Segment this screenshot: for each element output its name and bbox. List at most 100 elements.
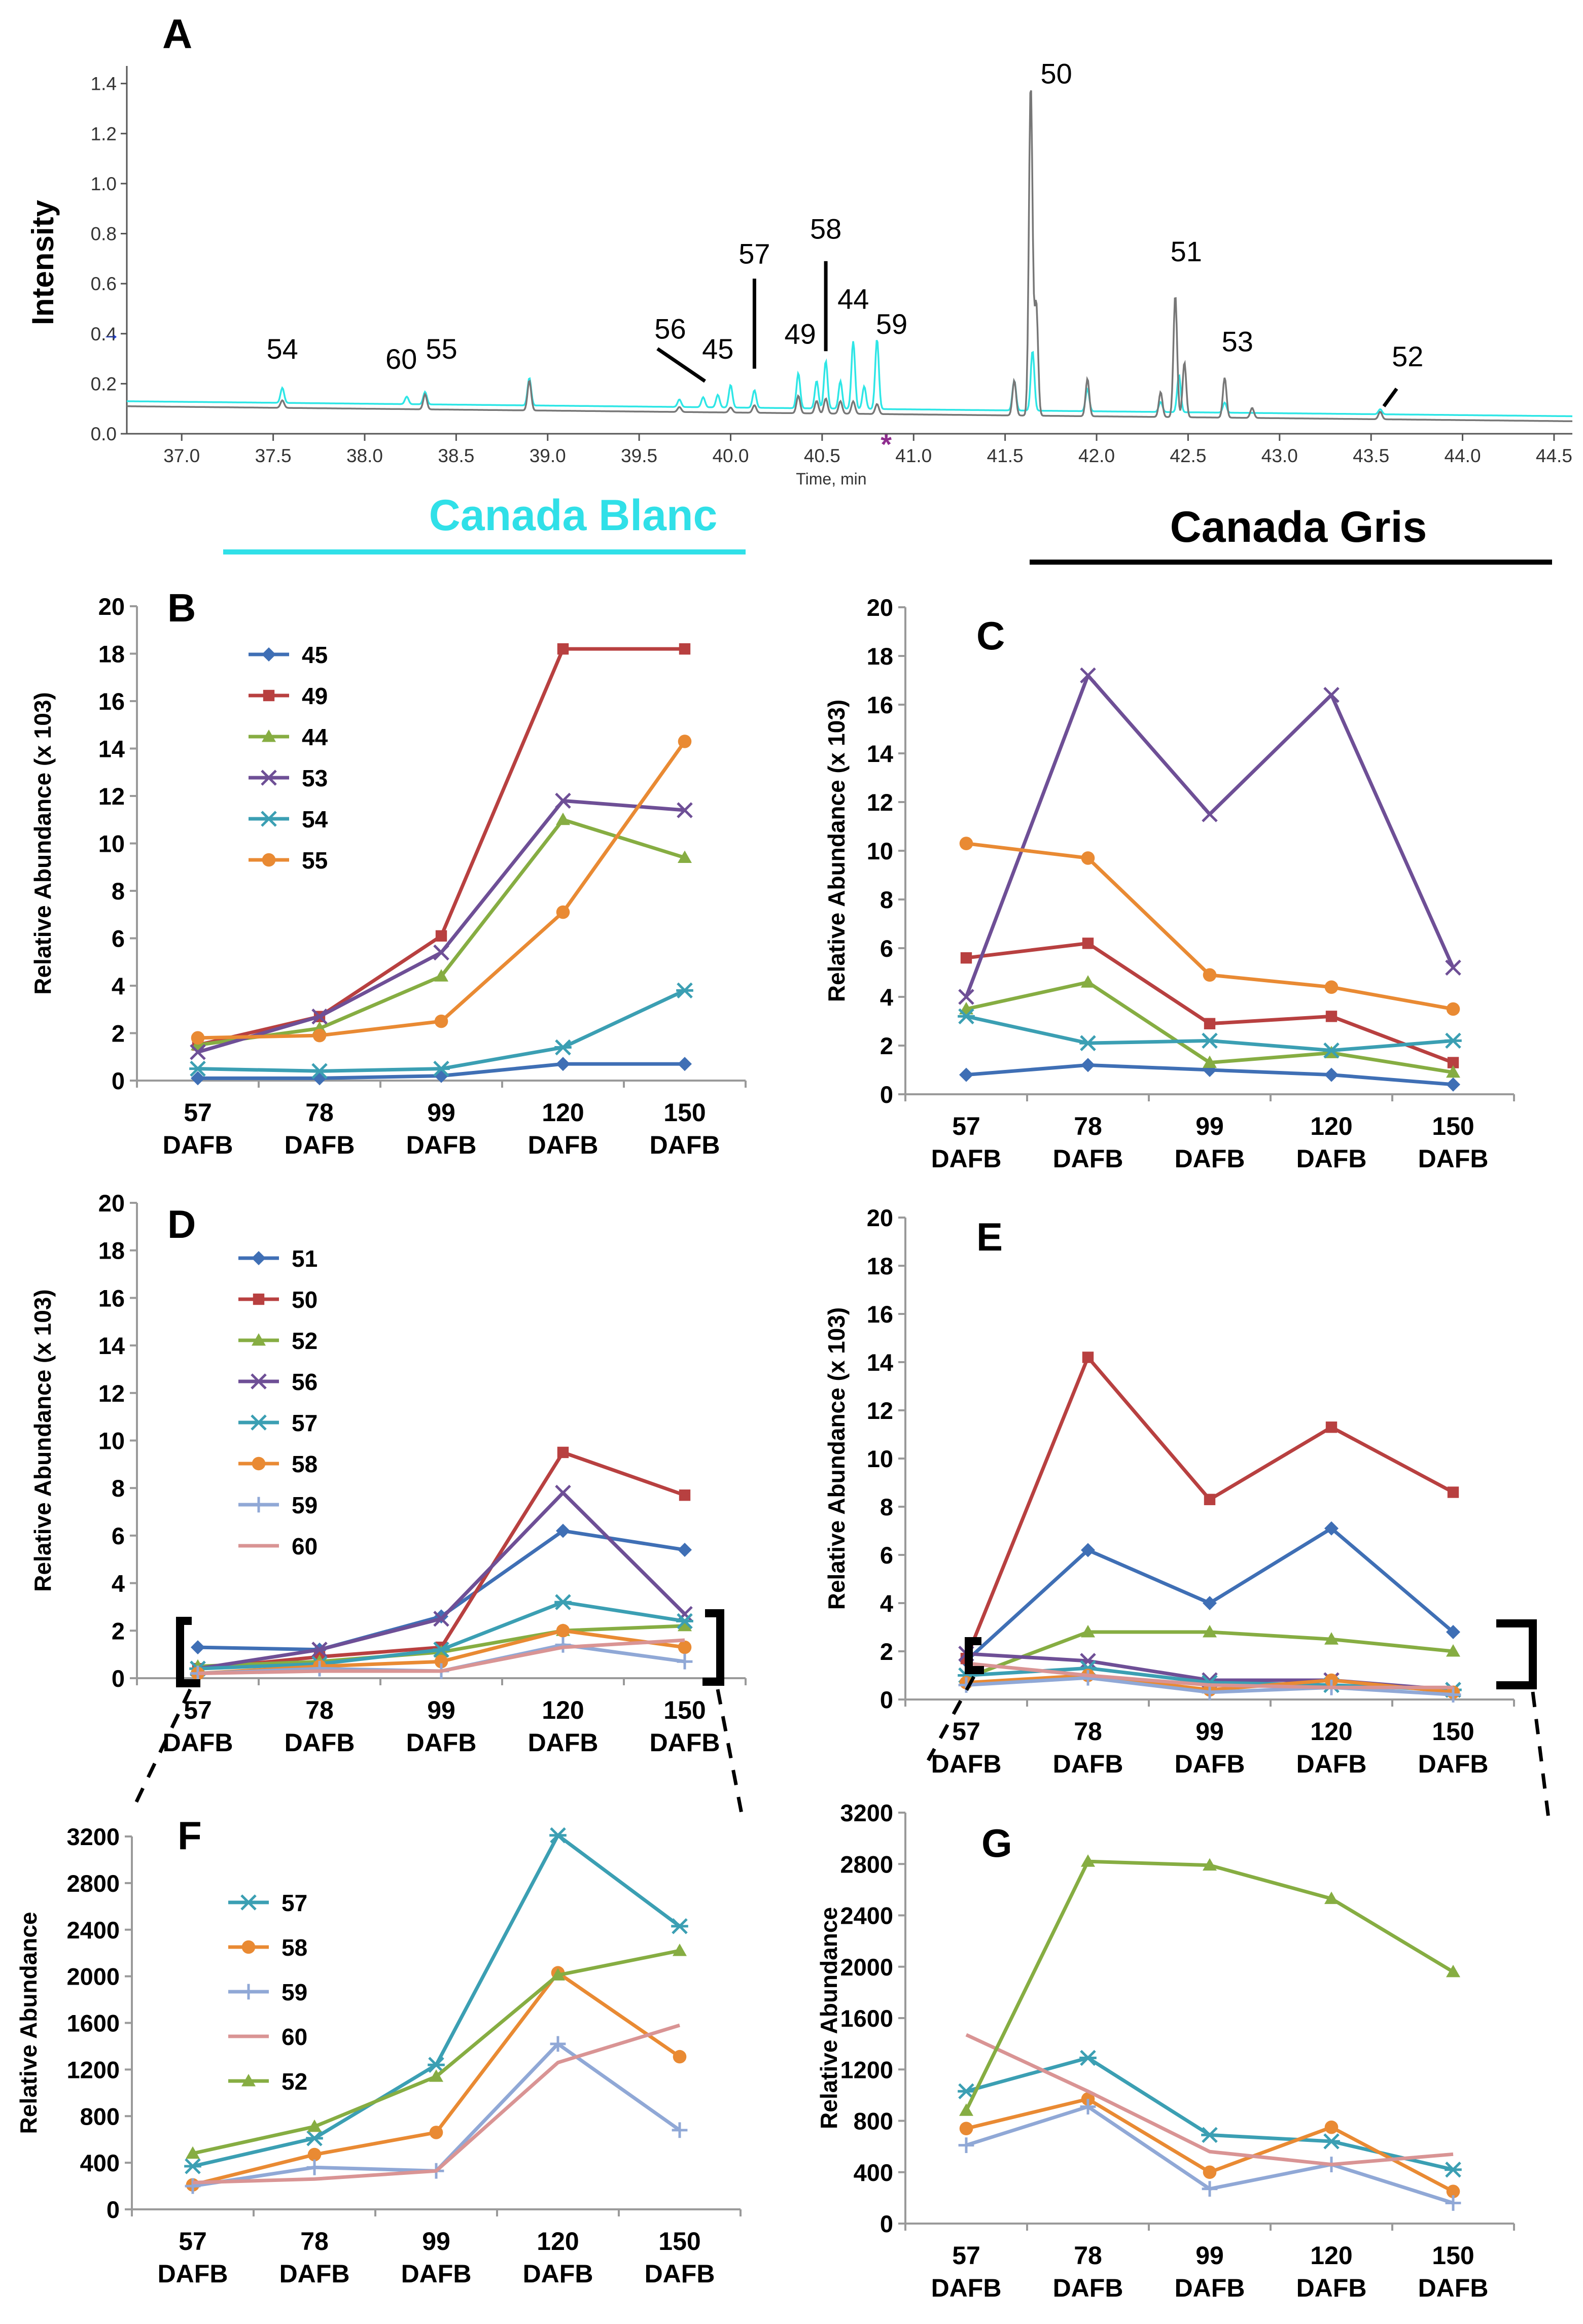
data-point-51 (678, 1543, 692, 1557)
x-tick-suffix: DAFB (285, 1728, 355, 1757)
panel-e-chart: 0 2 4 6 8 10 12 14 16 18 20 57 DAFB 78 DAFB 99 DAFB 120 DA… (823, 1204, 1515, 1778)
y-tick-label: 800 (854, 2108, 893, 2135)
legend-label-51: 51 (292, 1245, 318, 1272)
panel-label: G (981, 1821, 1012, 1865)
y-tick-label: 2 (112, 1020, 125, 1047)
x-tick-suffix: DAFB (158, 2260, 228, 2288)
x-tick-label: 57 (184, 1696, 212, 1724)
data-point-44 (1203, 1055, 1217, 1068)
x-tick-suffix: DAFB (1175, 1144, 1245, 1173)
data-point-53 (1080, 667, 1096, 684)
data-point-44 (434, 969, 448, 982)
bracket-left-d (176, 1617, 200, 1687)
x-tick-label: 120 (542, 1696, 584, 1724)
data-point-57 (1445, 2161, 1462, 2178)
legend-label-57: 57 (282, 1890, 307, 1916)
data-point-59 (1445, 2195, 1461, 2211)
data-point-55 (1446, 1002, 1460, 1016)
legend-marker-55 (262, 853, 276, 867)
y-axis-label: Relative Abundance (x 103) (29, 692, 56, 995)
x-tick-label: 57 (952, 1112, 980, 1140)
x-tick-suffix: DAFB (163, 1131, 233, 1159)
y-tick-label: 10 (98, 830, 125, 857)
legend-marker-45 (262, 647, 276, 662)
x-tick-label: 78 (305, 1696, 334, 1724)
peak-label-58: 58 (810, 213, 841, 245)
series-line-60 (965, 2033, 1454, 2167)
x-tick-label: 57 (952, 2241, 980, 2270)
data-point-59 (1202, 2181, 1218, 2197)
x-tick-label: 40.0 (712, 445, 749, 466)
x-tick-label: 99 (427, 1696, 455, 1724)
data-point-50 (1447, 1486, 1459, 1498)
data-point-55 (556, 905, 570, 919)
data-point-53 (190, 1044, 206, 1060)
legend-marker-49 (263, 689, 275, 702)
data-point-55 (1203, 968, 1217, 982)
data-point-49 (1325, 1011, 1338, 1022)
y-tick-label: 1.0 (91, 174, 117, 194)
x-tick-label: 99 (422, 2227, 450, 2256)
data-point-57 (676, 1613, 693, 1629)
legend-label-60: 60 (282, 2024, 307, 2050)
data-point-51 (191, 1640, 205, 1655)
y-tick-label: 18 (867, 1253, 893, 1279)
peak-label-50: 50 (1041, 58, 1072, 90)
data-point-56 (1080, 1653, 1096, 1669)
data-point-59 (958, 2137, 974, 2153)
x-tick-label: 37.0 (163, 445, 200, 466)
data-point-54 (958, 1008, 975, 1025)
bracket-left-e (965, 1637, 984, 1674)
data-point-44 (678, 850, 692, 863)
data-point-57 (554, 1594, 572, 1610)
data-point-58 (1324, 2120, 1339, 2134)
y-tick-label: 6 (112, 1522, 125, 1549)
x-tick-suffix: DAFB (650, 1131, 720, 1159)
y-tick-label: 10 (98, 1428, 125, 1454)
data-point-52 (1081, 1625, 1095, 1638)
legend-marker-44 (262, 730, 276, 742)
data-point-50 (557, 1446, 569, 1459)
data-point-49 (557, 643, 569, 655)
x-tick-label: 42.0 (1078, 445, 1115, 466)
legend-label-59: 59 (292, 1492, 318, 1518)
data-point-59 (306, 2159, 323, 2175)
data-point-49 (1204, 1018, 1216, 1029)
data-point-54 (1079, 1035, 1097, 1051)
bracket-right-d (702, 1609, 724, 1686)
y-tick-label: 4 (880, 984, 893, 1011)
y-tick-label: 2400 (840, 1902, 893, 1929)
data-point-59 (958, 1677, 974, 1693)
panel-label: B (167, 585, 196, 630)
panel-label: A (162, 11, 192, 57)
data-point-52 (673, 1944, 687, 1956)
y-tick-label: 3200 (66, 1823, 120, 1850)
data-point-53 (555, 792, 571, 809)
data-point-51 (1081, 1543, 1095, 1557)
y-tick-label: 3200 (840, 1799, 893, 1826)
y-tick-label: 1600 (66, 2010, 120, 2037)
y-tick-label: 8 (880, 1494, 893, 1520)
data-point-57 (306, 2130, 323, 2146)
legend-marker-58 (241, 1940, 256, 1954)
legend-marker-57 (240, 1894, 257, 1911)
x-tick-suffix: DAFB (931, 1144, 1002, 1173)
panel-label: C (976, 613, 1005, 658)
data-point-57 (433, 1642, 450, 1658)
x-tick-label: 43.5 (1353, 445, 1389, 466)
data-point-54 (311, 1063, 328, 1080)
data-point-56 (555, 1484, 571, 1501)
y-axis-label: Intensity (26, 200, 60, 325)
data-point-55 (959, 837, 973, 850)
x-tick-label: 99 (1195, 1717, 1224, 1746)
data-point-49 (1082, 938, 1094, 949)
legend-label-58: 58 (292, 1451, 318, 1477)
data-point-54 (1323, 1042, 1340, 1059)
y-axis-label: Relative Abundance (x 103) (29, 1289, 56, 1592)
x-tick-suffix: DAFB (1053, 2274, 1123, 2302)
x-tick-suffix: DAFB (1418, 2274, 1489, 2302)
data-point-58 (673, 2050, 687, 2064)
data-point-59 (672, 2122, 688, 2138)
y-tick-label: 2800 (840, 1851, 893, 1878)
canada-gris-title: Canada Gris (1170, 503, 1427, 551)
